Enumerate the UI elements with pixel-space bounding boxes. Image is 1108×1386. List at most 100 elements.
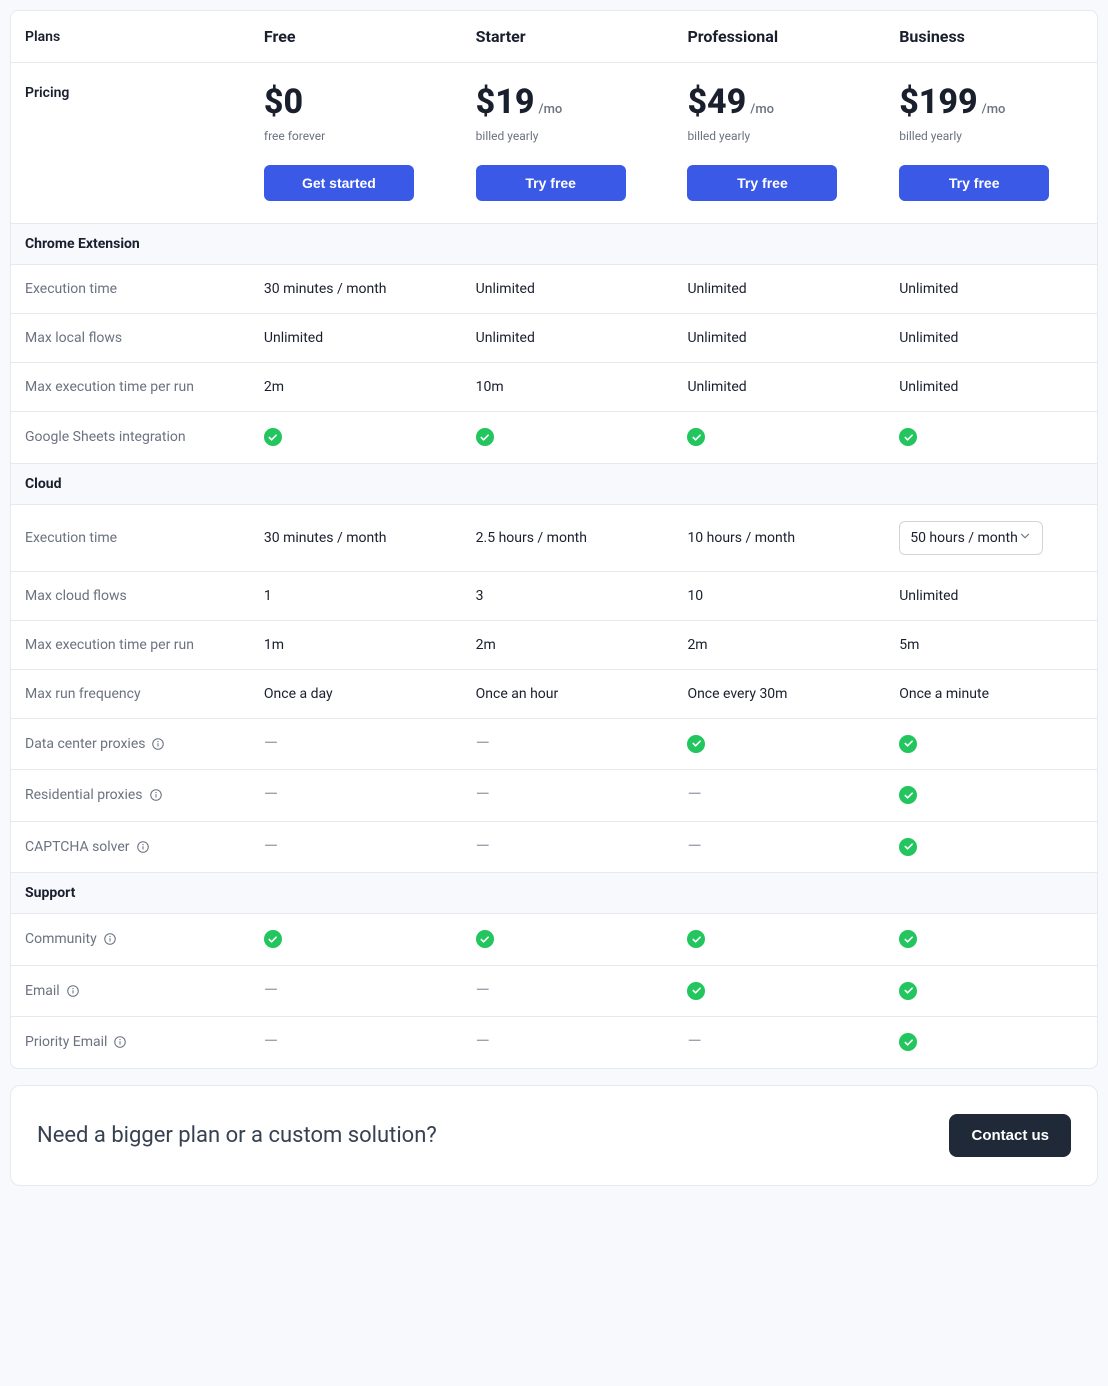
feature-value: Unlimited xyxy=(687,281,746,297)
feature-cell: 2m xyxy=(250,363,462,411)
feature-cell: Unlimited xyxy=(673,314,885,362)
feature-cell xyxy=(885,914,1097,965)
check-icon xyxy=(899,838,917,856)
try-free-button[interactable]: Try free xyxy=(899,165,1049,201)
feature-cell: Unlimited xyxy=(462,265,674,313)
contact-us-button[interactable]: Contact us xyxy=(949,1114,1071,1157)
feature-cell: Unlimited xyxy=(885,572,1097,620)
price-amount: $49 xyxy=(687,82,746,122)
feature-cell: 10 hours / month xyxy=(673,514,885,562)
get-started-button[interactable]: Get started xyxy=(264,165,414,201)
feature-cell: 2m xyxy=(673,621,885,669)
custom-plan-banner: Need a bigger plan or a custom solution?… xyxy=(10,1085,1098,1186)
dash-icon: — xyxy=(687,836,701,857)
feature-cell: 1 xyxy=(250,572,462,620)
check-icon xyxy=(899,982,917,1000)
feature-cell: — xyxy=(462,966,674,1016)
plan-name-professional: Professional xyxy=(673,11,885,62)
check-icon xyxy=(687,735,705,753)
feature-cell: — xyxy=(250,1017,462,1067)
section-header: Chrome Extension xyxy=(11,224,1097,265)
feature-cell: 50 hours / month xyxy=(885,505,1097,571)
check-icon xyxy=(899,930,917,948)
feature-label: CAPTCHA solver xyxy=(25,839,150,855)
feature-cell: 30 minutes / month xyxy=(250,514,462,562)
banner-title: Need a bigger plan or a custom solution? xyxy=(37,1123,437,1148)
feature-value: 30 minutes / month xyxy=(264,281,387,297)
feature-cell: — xyxy=(462,1017,674,1067)
feature-label: Data center proxies xyxy=(25,736,165,752)
feature-value: Once a day xyxy=(264,686,333,702)
feature-value: 5m xyxy=(899,637,919,653)
check-icon xyxy=(687,428,705,446)
execution-time-select[interactable]: 50 hours / month xyxy=(899,521,1043,555)
try-free-button[interactable]: Try free xyxy=(687,165,837,201)
dash-icon: — xyxy=(264,980,278,1001)
feature-cell xyxy=(462,914,674,965)
feature-value: 1m xyxy=(264,637,284,653)
feature-cell: 30 minutes / month xyxy=(250,265,462,313)
pricing-column-label: Pricing xyxy=(11,63,250,123)
feature-cell: — xyxy=(250,770,462,820)
feature-label: Max execution time per run xyxy=(25,379,194,395)
check-icon xyxy=(264,428,282,446)
feature-value: Unlimited xyxy=(687,379,746,395)
feature-value: Unlimited xyxy=(687,330,746,346)
feature-label: Max local flows xyxy=(25,330,122,346)
feature-cell: — xyxy=(673,770,885,820)
feature-cell: — xyxy=(462,822,674,872)
check-icon xyxy=(476,930,494,948)
feature-row: Community xyxy=(11,914,1097,966)
feature-row: Max execution time per run1m2m2m5m xyxy=(11,621,1097,670)
feature-label: Google Sheets integration xyxy=(25,429,186,445)
pricing-table: Plans Free Starter Professional Business… xyxy=(10,10,1098,1069)
feature-row: Max local flowsUnlimitedUnlimitedUnlimit… xyxy=(11,314,1097,363)
feature-row: Max execution time per run 2m 10m Unlimited… xyxy=(11,363,1097,412)
feature-cell: Unlimited xyxy=(885,363,1097,411)
feature-value: 30 minutes / month xyxy=(264,530,387,546)
feature-cell: 2m xyxy=(462,621,674,669)
feature-cell xyxy=(673,914,885,965)
feature-value: 10m xyxy=(476,379,504,395)
check-icon xyxy=(899,735,917,753)
feature-label: Max cloud flows xyxy=(25,588,127,604)
feature-cell: 1m xyxy=(250,621,462,669)
feature-cell: — xyxy=(673,822,885,872)
dash-icon: — xyxy=(687,1031,701,1052)
feature-row: Execution time30 minutes / month2.5 hour… xyxy=(11,505,1097,572)
plan-name-business: Business xyxy=(885,11,1097,62)
info-icon xyxy=(66,984,80,998)
feature-cell: Unlimited xyxy=(673,265,885,313)
feature-row: Max cloud flows1310Unlimited xyxy=(11,572,1097,621)
dash-icon: — xyxy=(476,784,490,805)
check-icon xyxy=(264,930,282,948)
feature-cell xyxy=(250,412,462,463)
feature-value: Unlimited xyxy=(264,330,323,346)
feature-value: Once every 30m xyxy=(687,686,787,702)
price-amount: $19 xyxy=(476,82,535,122)
feature-cell xyxy=(250,914,462,965)
section-title: Chrome Extension xyxy=(11,224,1097,264)
plan-pricing-business: $199/mo billed yearly Try free xyxy=(885,63,1097,223)
price-note: free forever xyxy=(264,129,448,143)
try-free-button[interactable]: Try free xyxy=(476,165,626,201)
section-title: Support xyxy=(11,873,1097,913)
feature-cell xyxy=(673,412,885,463)
feature-value: Unlimited xyxy=(476,281,535,297)
feature-label: Execution time xyxy=(25,530,117,546)
feature-label: Execution time xyxy=(25,281,117,297)
section-header: Cloud xyxy=(11,464,1097,505)
feature-row: Priority Email ——— xyxy=(11,1017,1097,1068)
feature-value: 10 hours / month xyxy=(687,530,795,546)
feature-value: 2m xyxy=(264,379,284,395)
price-amount: $0 xyxy=(264,82,303,122)
check-icon xyxy=(899,428,917,446)
check-icon xyxy=(687,982,705,1000)
plan-pricing-free: $0 free forever Get started xyxy=(250,63,462,223)
feature-label: Priority Email xyxy=(25,1034,127,1050)
feature-cell xyxy=(885,412,1097,463)
feature-cell: Unlimited xyxy=(250,314,462,362)
feature-cell: — xyxy=(250,822,462,872)
price-unit: /mo xyxy=(750,102,774,117)
feature-cell: 3 xyxy=(462,572,674,620)
